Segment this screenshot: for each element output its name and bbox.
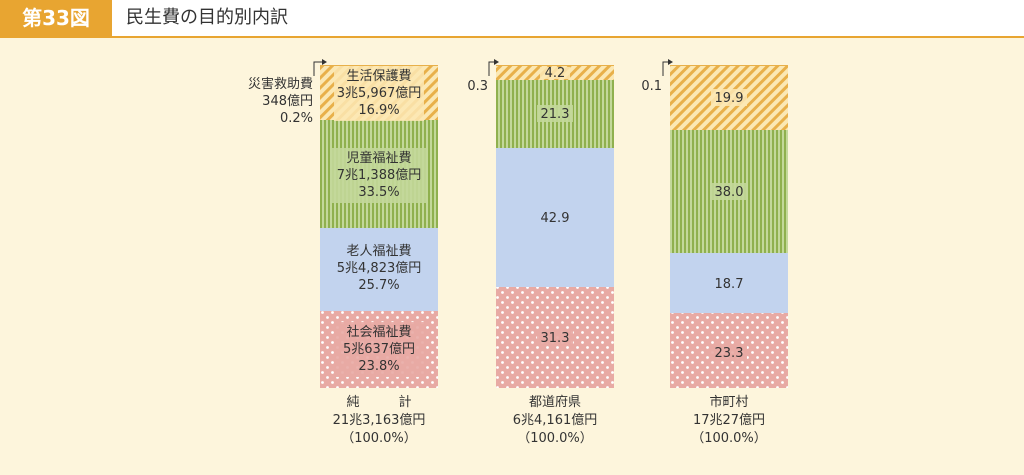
category-amount: 6兆4,161億円	[513, 412, 598, 428]
bar-total-elderly-welfare	[320, 228, 438, 311]
segment-value-elderly-welfare: 18.7	[715, 277, 744, 292]
bar-municipality: 19.9 38.0 18.7 23.3 0.1 市町村 17兆27億円 （100…	[641, 59, 788, 446]
segment-amount: 5兆4,823億円	[337, 260, 422, 276]
segment-name: 社会福祉費	[346, 324, 411, 340]
segment-amount: 3兆5,967億円	[337, 85, 422, 101]
segment-value-child-welfare: 38.0	[715, 185, 744, 200]
callout-prefecture-disaster-relief: 0.3	[467, 59, 499, 94]
segment-name: 児童福祉費	[346, 150, 411, 166]
segment-percent: 33.5%	[358, 185, 399, 200]
callout-name: 災害救助費	[248, 76, 313, 92]
header-divider	[0, 36, 1024, 38]
segment-value-elderly-welfare: 42.9	[541, 211, 570, 226]
segment-value-social-welfare: 23.3	[715, 346, 744, 361]
callout-disaster-relief: 災害救助費 348億円 0.2%	[248, 59, 327, 126]
bar-total-label-elderly-welfare: 老人福祉費 5兆4,823億円 25.7%	[337, 244, 422, 293]
segment-value-welfare-protection: 4.2	[545, 66, 566, 81]
category-amount: 21兆3,163億円	[333, 412, 426, 428]
segment-percent: 25.7%	[358, 278, 399, 293]
category-percent: （100.0%）	[517, 431, 593, 446]
segment-value-social-welfare: 31.3	[541, 331, 570, 346]
callout-value: 0.1	[641, 79, 662, 94]
category-name: 純 計	[346, 394, 411, 410]
segment-value-welfare-protection: 19.9	[715, 91, 744, 106]
callout-value: 0.3	[467, 79, 488, 94]
stacked-bar-chart: 生活保護費 3兆5,967億円 16.9% 児童福祉費 7兆1,388億円 33…	[248, 59, 788, 446]
callout-municipality-disaster-relief: 0.1	[641, 59, 673, 94]
bar-total-label-child-welfare: 児童福祉費 7兆1,388億円 33.5%	[332, 148, 426, 203]
bar-total-label-welfare-protection: 生活保護費 3兆5,967億円 16.9%	[334, 66, 424, 121]
category-amount: 17兆27億円	[693, 412, 765, 428]
callout-amount: 348億円	[262, 93, 313, 109]
segment-amount: 7兆1,388億円	[337, 167, 422, 183]
segment-name: 老人福祉費	[346, 244, 411, 259]
category-percent: （100.0%）	[341, 431, 417, 446]
segment-value-child-welfare: 21.3	[541, 107, 570, 122]
bar-prefecture: 4.2 21.3 42.9 31.3 0.3 都道府県 6兆4,161億円 （1…	[467, 59, 614, 446]
category-name: 都道府県	[529, 395, 581, 410]
category-name: 市町村	[709, 394, 748, 410]
bar-total-label-social-welfare: 社会福祉費 5兆637億円 23.8%	[334, 322, 424, 377]
bar-prefecture-elderly-welfare	[496, 148, 614, 287]
bar-municipality-elderly-welfare	[670, 253, 788, 313]
bar-total: 生活保護費 3兆5,967億円 16.9% 児童福祉費 7兆1,388億円 33…	[248, 59, 438, 446]
callout-percent: 0.2%	[280, 111, 313, 126]
figure-header: 第33図 民生費の目的別内訳	[0, 0, 1024, 36]
segment-percent: 23.8%	[358, 359, 399, 374]
figure-number-badge: 第33図	[0, 0, 112, 36]
figure-title: 民生費の目的別内訳	[126, 7, 288, 28]
segment-amount: 5兆637億円	[343, 341, 415, 357]
segment-name: 生活保護費	[346, 68, 411, 84]
category-percent: （100.0%）	[691, 431, 767, 446]
segment-percent: 16.9%	[358, 103, 399, 118]
